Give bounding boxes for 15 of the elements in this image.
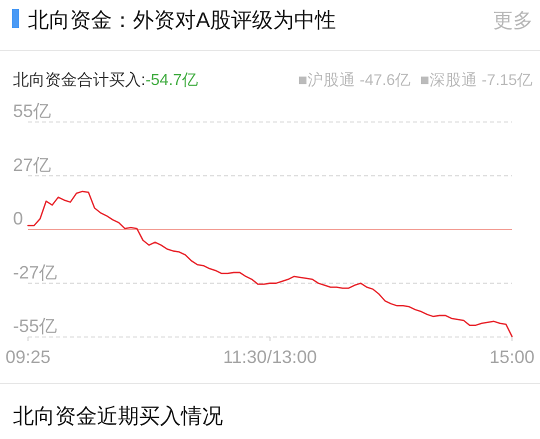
xtick-label: 09:25 — [5, 347, 51, 367]
title: 北向资金：外资对A股评级为中性 — [28, 9, 336, 32]
annotation: -54.7亿 — [145, 72, 198, 89]
ytick-label: 27亿 — [13, 154, 52, 175]
xtick-label: 11:30/13:00 — [223, 347, 317, 367]
annotation: 北向资金近期买入情况 — [13, 405, 223, 428]
xtick-label: 15:00 — [489, 347, 535, 367]
annotation: ■深股通 -7.15亿 — [420, 72, 533, 89]
ytick-label: 0 — [13, 208, 24, 228]
annotation: ■沪股通 -47.6亿 — [298, 72, 411, 89]
ytick-label: -27亿 — [13, 262, 58, 282]
ytick-label: 55亿 — [13, 101, 52, 121]
annotation: 更多 — [493, 10, 533, 32]
subtitle: 北向资金合计买入: — [13, 72, 146, 89]
ytick-label: -55亿 — [13, 316, 58, 336]
